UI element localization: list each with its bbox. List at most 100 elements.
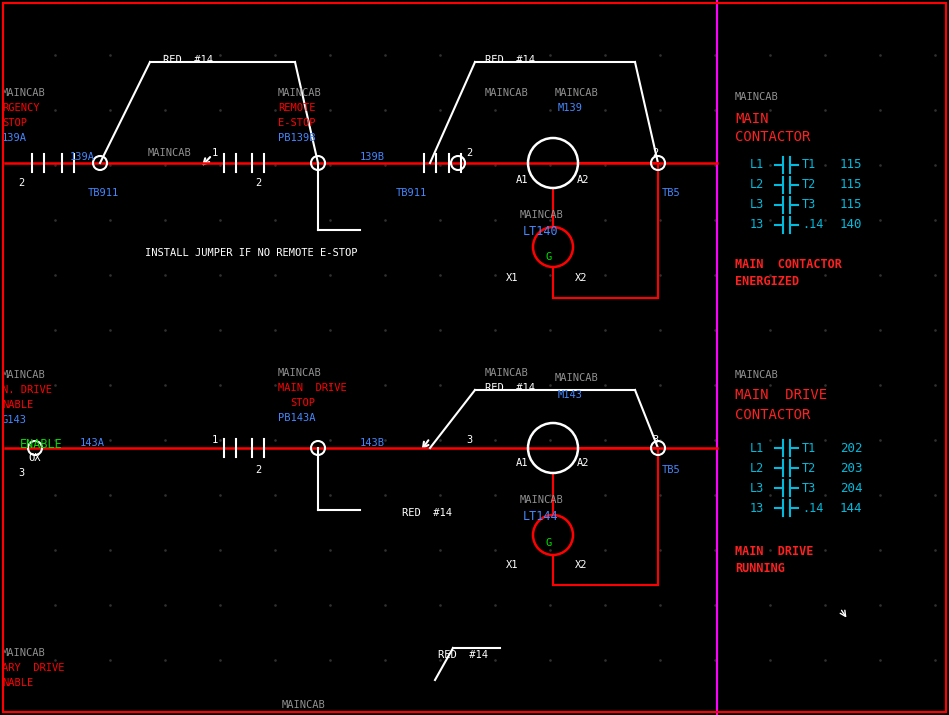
Text: N. DRIVE: N. DRIVE	[2, 385, 52, 395]
Text: MAINCAB: MAINCAB	[2, 88, 46, 98]
Text: MAIN  CONTACTOR: MAIN CONTACTOR	[735, 258, 842, 271]
Text: RED  #14: RED #14	[438, 650, 488, 660]
Text: X1: X1	[506, 560, 518, 570]
Text: STOP: STOP	[290, 398, 315, 408]
Text: MAINCAB: MAINCAB	[520, 210, 564, 220]
Text: PB139B: PB139B	[278, 133, 315, 143]
Text: 202: 202	[840, 441, 863, 455]
Text: MAINCAB: MAINCAB	[520, 495, 564, 505]
Text: T1: T1	[802, 441, 816, 455]
Text: MAINCAB: MAINCAB	[485, 88, 529, 98]
Text: E-STOP: E-STOP	[278, 118, 315, 128]
Text: RGENCY: RGENCY	[2, 103, 40, 113]
Text: CONTACTOR: CONTACTOR	[735, 130, 810, 144]
Text: MAINCAB: MAINCAB	[278, 88, 322, 98]
Text: 2: 2	[652, 148, 659, 158]
Text: 115: 115	[840, 159, 863, 172]
Text: RED  #14: RED #14	[163, 55, 213, 65]
Text: 139A: 139A	[70, 152, 95, 162]
Text: LT140: LT140	[523, 225, 559, 238]
Text: L2: L2	[750, 179, 764, 192]
Text: ARY  DRIVE: ARY DRIVE	[2, 663, 65, 673]
Text: 2: 2	[255, 465, 261, 475]
Text: MAINCAB: MAINCAB	[555, 88, 599, 98]
Text: .14: .14	[802, 219, 824, 232]
Text: 2: 2	[466, 148, 473, 158]
Text: MAINCAB: MAINCAB	[278, 368, 322, 378]
Text: MAINCAB: MAINCAB	[2, 648, 46, 658]
Text: MAIN  DRIVE: MAIN DRIVE	[735, 388, 828, 402]
Text: T3: T3	[802, 199, 816, 212]
Text: TB5: TB5	[662, 465, 680, 475]
Text: OX: OX	[28, 453, 41, 463]
Text: X1: X1	[506, 273, 518, 283]
Text: MAINCAB: MAINCAB	[485, 368, 529, 378]
Text: RUNNING: RUNNING	[735, 562, 785, 575]
Text: L1: L1	[750, 159, 764, 172]
Text: TB5: TB5	[662, 188, 680, 198]
Text: L3: L3	[750, 199, 764, 212]
Text: A2: A2	[577, 458, 589, 468]
Text: MAINCAB: MAINCAB	[735, 370, 779, 380]
Text: STOP: STOP	[2, 118, 27, 128]
Text: M143: M143	[558, 390, 583, 400]
Text: 3: 3	[652, 435, 659, 445]
Text: RED  #14: RED #14	[485, 55, 535, 65]
Text: ENABLE: ENABLE	[20, 438, 63, 451]
Text: T2: T2	[802, 179, 816, 192]
Text: L3: L3	[750, 481, 764, 495]
Text: A1: A1	[516, 458, 529, 468]
Text: A1: A1	[516, 175, 529, 185]
Text: MAIN: MAIN	[735, 112, 769, 126]
Text: L1: L1	[750, 441, 764, 455]
Text: REMOTE: REMOTE	[278, 103, 315, 113]
Text: G143: G143	[2, 415, 27, 425]
Text: X2: X2	[575, 273, 587, 283]
Text: 203: 203	[840, 461, 863, 475]
Text: 3: 3	[466, 435, 473, 445]
Text: MAIN  DRIVE: MAIN DRIVE	[278, 383, 346, 393]
Text: NABLE: NABLE	[2, 678, 33, 688]
Text: G: G	[546, 252, 552, 262]
Text: MAINCAB: MAINCAB	[148, 148, 192, 158]
Text: ENERGIZED: ENERGIZED	[735, 275, 799, 288]
Text: M139: M139	[558, 103, 583, 113]
Text: 139B: 139B	[360, 152, 385, 162]
Text: TB911: TB911	[396, 188, 427, 198]
Text: L2: L2	[750, 461, 764, 475]
Text: MAINCAB: MAINCAB	[735, 92, 779, 102]
Text: MAINCAB: MAINCAB	[2, 370, 46, 380]
Text: 13: 13	[750, 219, 764, 232]
Text: A2: A2	[577, 175, 589, 185]
Text: X2: X2	[575, 560, 587, 570]
Text: T3: T3	[802, 481, 816, 495]
Text: 143A: 143A	[80, 438, 105, 448]
Text: .14: .14	[802, 501, 824, 515]
Text: T2: T2	[802, 461, 816, 475]
Text: 2: 2	[255, 178, 261, 188]
Text: 1: 1	[212, 148, 218, 158]
Text: MAINCAB: MAINCAB	[555, 373, 599, 383]
Text: 115: 115	[840, 179, 863, 192]
Text: NABLE: NABLE	[2, 400, 33, 410]
Text: 139A: 139A	[2, 133, 27, 143]
Text: INSTALL JUMPER IF NO REMOTE E-STOP: INSTALL JUMPER IF NO REMOTE E-STOP	[145, 248, 358, 258]
Text: TB911: TB911	[88, 188, 120, 198]
Text: RED  #14: RED #14	[485, 383, 535, 393]
Text: CONTACTOR: CONTACTOR	[735, 408, 810, 422]
Text: 3: 3	[18, 468, 25, 478]
Text: T1: T1	[802, 159, 816, 172]
Text: G: G	[546, 538, 552, 548]
Text: 115: 115	[840, 199, 863, 212]
Text: 204: 204	[840, 481, 863, 495]
Text: 140: 140	[840, 219, 863, 232]
Text: 13: 13	[750, 501, 764, 515]
Text: 144: 144	[840, 501, 863, 515]
Text: MAIN  DRIVE: MAIN DRIVE	[735, 545, 813, 558]
Text: RED  #14: RED #14	[402, 508, 452, 518]
Text: LT144: LT144	[523, 510, 559, 523]
Text: 2: 2	[18, 178, 25, 188]
Text: MAINCAB: MAINCAB	[282, 700, 326, 710]
Text: PB143A: PB143A	[278, 413, 315, 423]
Text: 143B: 143B	[360, 438, 385, 448]
